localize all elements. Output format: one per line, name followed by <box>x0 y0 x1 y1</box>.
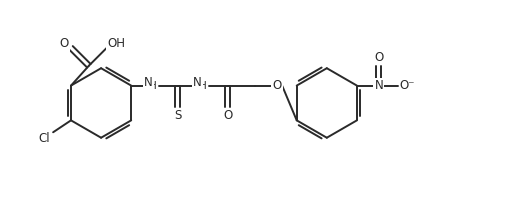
Text: O: O <box>272 79 282 92</box>
Text: OH: OH <box>108 37 126 50</box>
Text: N: N <box>193 76 202 89</box>
Text: O: O <box>59 37 68 50</box>
Text: N: N <box>144 76 152 89</box>
Text: O⁻: O⁻ <box>400 79 415 92</box>
Text: H: H <box>199 81 206 91</box>
Text: H: H <box>149 81 157 91</box>
Text: Cl: Cl <box>38 132 50 145</box>
Text: N: N <box>375 79 383 92</box>
Text: S: S <box>174 109 181 122</box>
Text: O: O <box>374 51 383 64</box>
Text: O: O <box>223 109 232 122</box>
